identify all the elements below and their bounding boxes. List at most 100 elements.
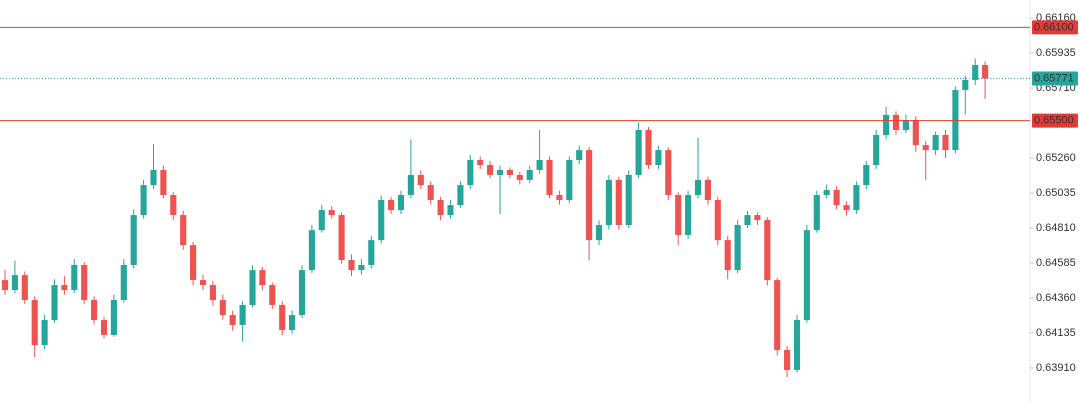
candle-body <box>754 215 761 221</box>
candle-body <box>556 195 563 200</box>
candle-body <box>496 169 504 175</box>
candle-body <box>536 160 543 170</box>
y-tick-label: 0.64585 <box>1036 257 1076 269</box>
candle-body <box>457 185 464 206</box>
candle-body <box>447 205 454 216</box>
candle-body <box>972 65 979 80</box>
candle-body <box>41 320 48 346</box>
y-tick-label: 0.64135 <box>1036 327 1076 339</box>
candle-body <box>595 225 603 241</box>
candle-body <box>219 299 226 316</box>
candle-body <box>665 150 672 196</box>
candle-body <box>962 79 969 91</box>
y-tick-label: 0.64810 <box>1036 222 1076 234</box>
candle-body <box>724 240 731 271</box>
candle-body <box>160 169 167 196</box>
candle-body <box>873 134 880 165</box>
candle-body <box>625 174 632 226</box>
candle-body <box>982 65 989 79</box>
candle-body <box>378 199 385 241</box>
candle-body <box>31 299 38 346</box>
candle-body <box>358 264 365 271</box>
candle-body <box>942 134 949 151</box>
candle-body <box>140 185 147 216</box>
candle-body <box>714 199 721 241</box>
candle-body <box>526 169 533 180</box>
candle-body <box>1 280 9 291</box>
candle-body <box>11 275 18 291</box>
candle-body <box>308 230 315 271</box>
candle-body <box>348 260 355 271</box>
price-level-label: 0.65771 <box>1034 72 1074 84</box>
candle-body <box>645 130 652 165</box>
candle-body <box>368 240 375 265</box>
candle-body <box>704 179 711 200</box>
candle-body <box>51 285 58 321</box>
price-level-tag <box>1032 20 1078 35</box>
candle-body <box>407 174 414 196</box>
y-tick-label: 0.65260 <box>1036 152 1076 164</box>
candle-body <box>516 174 523 180</box>
candle-body <box>487 164 494 175</box>
price-level-tag <box>1032 113 1078 128</box>
candle-body <box>813 195 820 231</box>
y-tick-label: 0.63910 <box>1036 362 1076 374</box>
candle-body <box>437 199 444 216</box>
candle-body <box>793 320 801 370</box>
candle-body <box>764 220 771 281</box>
candle-body <box>279 304 286 330</box>
candle-body <box>932 134 939 151</box>
candle-body <box>912 120 919 146</box>
candle-body <box>239 304 246 326</box>
candle-body <box>467 160 474 186</box>
candle-body <box>774 280 781 351</box>
candle-body <box>566 160 573 200</box>
candle-body <box>120 264 127 300</box>
candle-body <box>576 150 583 161</box>
candle-body <box>100 320 108 335</box>
candle-body <box>605 179 612 226</box>
candle-body <box>833 190 840 206</box>
candle-body <box>803 230 810 321</box>
price-level-label: 0.65500 <box>1034 115 1074 127</box>
candle-body <box>249 270 256 305</box>
candle-body <box>81 264 88 300</box>
candle-body <box>744 215 751 226</box>
candle-body <box>397 195 405 211</box>
candle-body <box>506 169 513 175</box>
candle-body <box>952 90 959 151</box>
candle-body <box>477 160 484 165</box>
candle-body <box>328 210 335 216</box>
candle-body <box>71 264 78 291</box>
candle-body <box>190 245 197 281</box>
candle-body <box>615 179 622 226</box>
candle-body <box>675 195 682 235</box>
candle-body <box>110 299 117 335</box>
candle-body <box>417 174 424 186</box>
candle-body <box>546 160 553 196</box>
candle-body <box>388 199 395 211</box>
candle-body <box>734 225 741 271</box>
candle-body <box>853 185 860 211</box>
candle-body <box>318 210 325 231</box>
y-tick-label: 0.64360 <box>1036 292 1076 304</box>
candle-body <box>635 130 642 175</box>
candle-body <box>130 215 137 265</box>
candle-body <box>655 150 662 165</box>
candle-body <box>259 270 266 286</box>
candle-body <box>21 275 28 300</box>
candle-body <box>61 285 68 291</box>
price-level-label: 0.66100 <box>1034 21 1074 33</box>
candle-body <box>863 164 870 186</box>
price-level-tag <box>1032 71 1078 86</box>
candle-body <box>150 169 157 186</box>
candle-body <box>427 185 434 200</box>
candle-body <box>784 350 791 370</box>
candle-body <box>298 270 306 316</box>
candle-body <box>843 205 850 211</box>
candle-body <box>180 215 187 246</box>
candle-body <box>902 120 909 131</box>
candle-body <box>883 114 890 135</box>
candle-body <box>289 315 296 330</box>
